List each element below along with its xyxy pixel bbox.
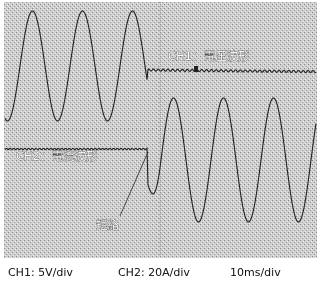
- ch2-label: CH2：電流波形: [16, 149, 98, 163]
- ch1-label: CH1：電圧波形: [168, 49, 250, 63]
- oscilloscope-capture: CH1：電圧波形 CH2：電流波形 短絡 CH1: 5V/div CH2: 20…: [0, 0, 319, 287]
- ch1-scale: CH1: 5V/div: [8, 266, 73, 279]
- ch2-scale: CH2: 20A/div: [118, 266, 190, 279]
- annotation: 短絡: [96, 218, 119, 232]
- time-scale: 10ms/div: [230, 266, 281, 279]
- ch1-marker: [194, 66, 198, 72]
